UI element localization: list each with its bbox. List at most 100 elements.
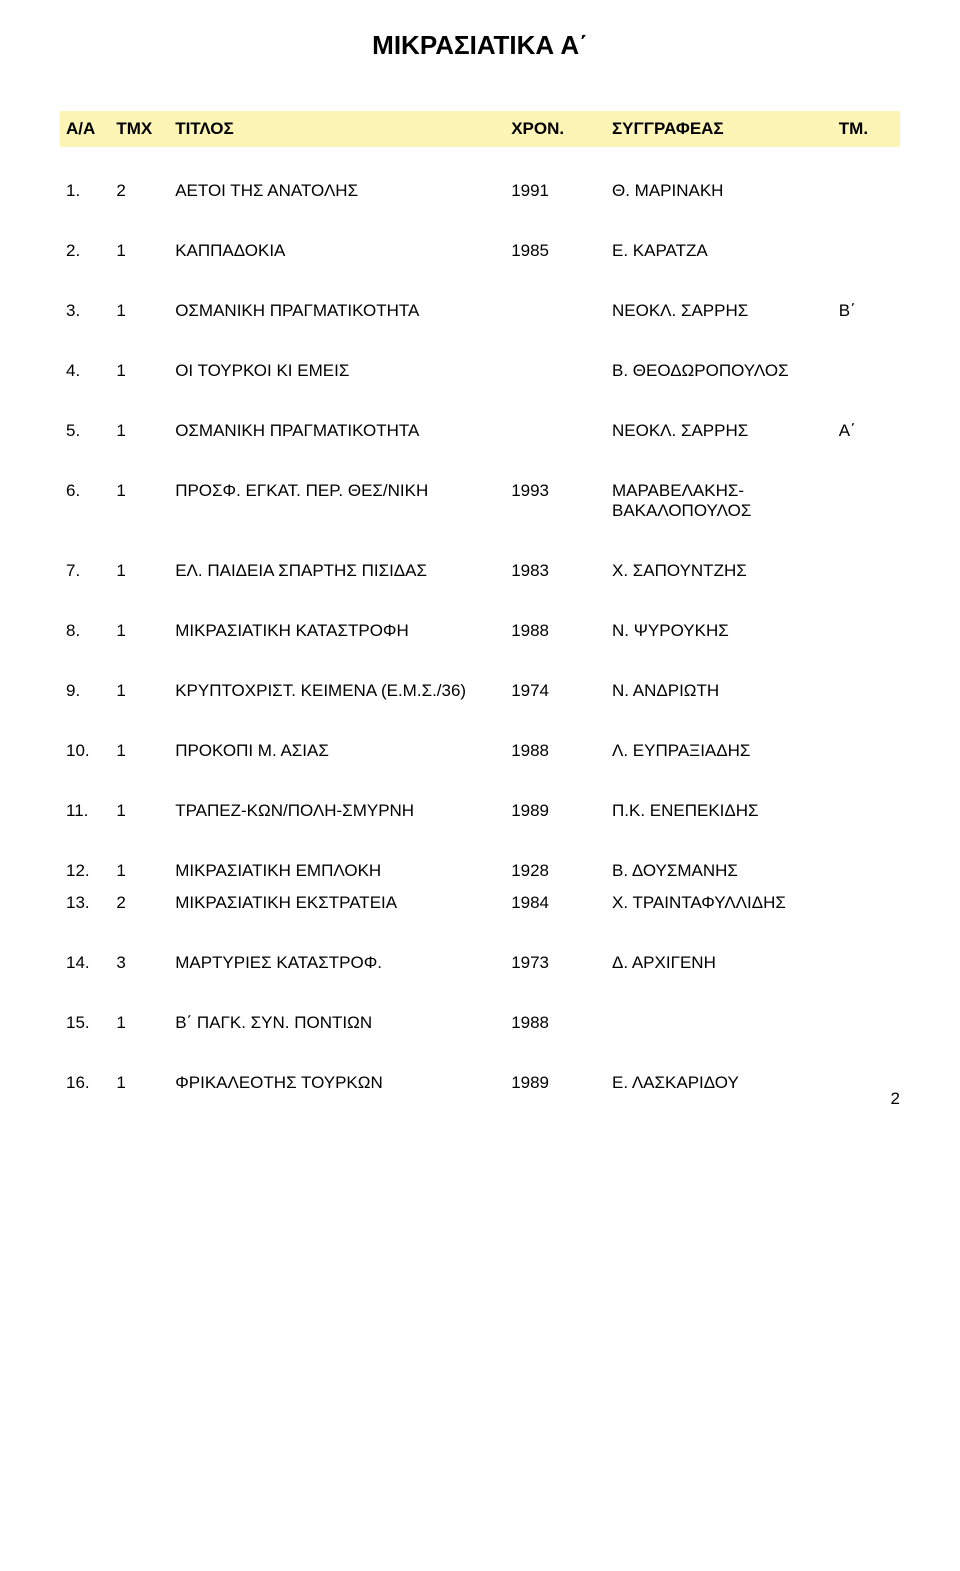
cell-titlos: ΕΛ. ΠΑΙΔΕΙΑ ΣΠΑΡΤΗΣ ΠΙΣΙΔΑΣ	[169, 555, 505, 587]
table-row: 5.1ΟΣΜΑΝΙΚΗ ΠΡΑΓΜΑΤΙΚΟΤΗΤΑΝΕΟΚΛ. ΣΑΡΡΗΣΑ…	[60, 415, 900, 447]
cell-aa: 4.	[60, 355, 110, 387]
cell-titlos: ΚΑΠΠΑΔΟΚΙΑ	[169, 235, 505, 267]
cell-titlos: ΠΡΟΣΦ. ΕΓΚΑΤ. ΠΕΡ. ΘΕΣ/ΝΙΚΗ	[169, 475, 505, 527]
cell-tmx: 1	[110, 555, 169, 587]
cell-author: ΜΑΡΑΒΕΛΑΚΗΣ-ΒΑΚΑΛΟΠΟΥΛΟΣ	[606, 475, 833, 527]
col-header-xron: ΧΡΟΝ.	[505, 111, 606, 147]
table-body: 1.2ΑΕΤΟΙ ΤΗΣ ΑΝΑΤΟΛΗΣ1991Θ. ΜΑΡΙΝΑΚΗ 2.1Κ…	[60, 147, 900, 1099]
col-header-titlos: ΤΙΤΛΟΣ	[169, 111, 505, 147]
col-header-author: ΣΥΓΓΡΑΦΕΑΣ	[606, 111, 833, 147]
cell-author: Λ. ΕΥΠΡΑΞΙΑΔΗΣ	[606, 735, 833, 767]
table-row: 1.2ΑΕΤΟΙ ΤΗΣ ΑΝΑΤΟΛΗΣ1991Θ. ΜΑΡΙΝΑΚΗ	[60, 175, 900, 207]
cell-tm	[833, 855, 900, 887]
cell-titlos: ΚΡΥΠΤΟΧΡΙΣΤ. ΚΕΙΜΕΝΑ (Ε.Μ.Σ./36)	[169, 675, 505, 707]
cell-tmx: 1	[110, 795, 169, 827]
cell-xron: 1989	[505, 795, 606, 827]
cell-tm	[833, 235, 900, 267]
cell-tm	[833, 675, 900, 707]
cell-tm	[833, 555, 900, 587]
cell-aa: 12.	[60, 855, 110, 887]
cell-aa: 6.	[60, 475, 110, 527]
cell-tm: Α΄	[833, 415, 900, 447]
table-spacer	[60, 207, 900, 235]
cell-titlos: ΤΡΑΠΕΖ-ΚΩΝ/ΠΟΛΗ-ΣΜΥΡΝΗ	[169, 795, 505, 827]
cell-tmx: 1	[110, 355, 169, 387]
cell-tmx: 1	[110, 855, 169, 887]
table-row: 11.1ΤΡΑΠΕΖ-ΚΩΝ/ΠΟΛΗ-ΣΜΥΡΝΗ1989Π.Κ. ΕΝΕΠΕ…	[60, 795, 900, 827]
cell-aa: 5.	[60, 415, 110, 447]
page-number: 2	[891, 1089, 900, 1109]
table-row: 14.3ΜΑΡΤΥΡΙΕΣ ΚΑΤΑΣΤΡΟΦ.1973Δ. ΑΡΧΙΓΕΝΗ	[60, 947, 900, 979]
cell-titlos: ΠΡΟΚΟΠΙ Μ. ΑΣΙΑΣ	[169, 735, 505, 767]
cell-author: Χ. ΣΑΠΟΥΝΤΖΗΣ	[606, 555, 833, 587]
cell-author: Δ. ΑΡΧΙΓΕΝΗ	[606, 947, 833, 979]
cell-tm	[833, 735, 900, 767]
col-header-tmx: ΤΜΧ	[110, 111, 169, 147]
cell-tmx: 1	[110, 615, 169, 647]
cell-aa: 14.	[60, 947, 110, 979]
cell-author: Θ. ΜΑΡΙΝΑΚΗ	[606, 175, 833, 207]
cell-tm	[833, 795, 900, 827]
cell-author: Ν. ΨΥΡΟΥΚΗΣ	[606, 615, 833, 647]
cell-aa: 9.	[60, 675, 110, 707]
cell-aa: 7.	[60, 555, 110, 587]
cell-titlos: ΦΡΙΚΑΛΕΟΤΗΣ ΤΟΥΡΚΩΝ	[169, 1067, 505, 1099]
table-row: 8.1ΜΙΚΡΑΣΙΑΤΙΚΗ ΚΑΤΑΣΤΡΟΦΗ1988Ν. ΨΥΡΟΥΚΗ…	[60, 615, 900, 647]
table-row: 2.1ΚΑΠΠΑΔΟΚΙΑ1985Ε. ΚΑΡΑΤΖΑ	[60, 235, 900, 267]
cell-xron	[505, 415, 606, 447]
cell-titlos: ΟΣΜΑΝΙΚΗ ΠΡΑΓΜΑΤΙΚΟΤΗΤΑ	[169, 295, 505, 327]
table-spacer	[60, 147, 900, 175]
cell-author: Π.Κ. ΕΝΕΠΕΚΙΔΗΣ	[606, 795, 833, 827]
cell-tm	[833, 947, 900, 979]
cell-author: Β. ΘΕΟΔΩΡΟΠΟΥΛΟΣ	[606, 355, 833, 387]
cell-tmx: 1	[110, 675, 169, 707]
cell-titlos: ΟΙ ΤΟΥΡΚΟΙ ΚΙ ΕΜΕΙΣ	[169, 355, 505, 387]
table-spacer	[60, 707, 900, 735]
table-spacer	[60, 919, 900, 947]
table-spacer	[60, 447, 900, 475]
cell-tm	[833, 175, 900, 207]
table-row: 16.1ΦΡΙΚΑΛΕΟΤΗΣ ΤΟΥΡΚΩΝ1989Ε. ΛΑΣΚΑΡΙΔΟΥ	[60, 1067, 900, 1099]
cell-author: Χ. ΤΡΑΙΝΤΑΦΥΛΛΙΔΗΣ	[606, 887, 833, 919]
cell-xron: 1985	[505, 235, 606, 267]
table-header-row: Α/Α ΤΜΧ ΤΙΤΛΟΣ ΧΡΟΝ. ΣΥΓΓΡΑΦΕΑΣ ΤΜ.	[60, 111, 900, 147]
cell-tm	[833, 475, 900, 527]
col-header-aa: Α/Α	[60, 111, 110, 147]
table-spacer	[60, 827, 900, 855]
cell-titlos: ΜΙΚΡΑΣΙΑΤΙΚΗ ΕΚΣΤΡΑΤΕΙΑ	[169, 887, 505, 919]
cell-xron: 1973	[505, 947, 606, 979]
cell-tmx: 2	[110, 175, 169, 207]
catalog-table: Α/Α ΤΜΧ ΤΙΤΛΟΣ ΧΡΟΝ. ΣΥΓΓΡΑΦΕΑΣ ΤΜ. 1.2Α…	[60, 111, 900, 1099]
cell-xron: 1988	[505, 735, 606, 767]
cell-author: ΝΕΟΚΛ. ΣΑΡΡΗΣ	[606, 415, 833, 447]
cell-tmx: 2	[110, 887, 169, 919]
table-spacer	[60, 647, 900, 675]
cell-tmx: 1	[110, 415, 169, 447]
cell-tm	[833, 355, 900, 387]
table-spacer	[60, 587, 900, 615]
cell-xron: 1988	[505, 1007, 606, 1039]
table-spacer	[60, 387, 900, 415]
cell-xron	[505, 355, 606, 387]
table-row: 6.1ΠΡΟΣΦ. ΕΓΚΑΤ. ΠΕΡ. ΘΕΣ/ΝΙΚΗ1993ΜΑΡΑΒΕ…	[60, 475, 900, 527]
cell-aa: 11.	[60, 795, 110, 827]
table-row: 4.1ΟΙ ΤΟΥΡΚΟΙ ΚΙ ΕΜΕΙΣ Β. ΘΕΟΔΩΡΟΠΟΥΛΟΣ	[60, 355, 900, 387]
cell-tm	[833, 1007, 900, 1039]
table-spacer	[60, 1039, 900, 1067]
cell-tmx: 1	[110, 735, 169, 767]
cell-xron: 1991	[505, 175, 606, 207]
cell-author: ΝΕΟΚΛ. ΣΑΡΡΗΣ	[606, 295, 833, 327]
table-row: 13.2ΜΙΚΡΑΣΙΑΤΙΚΗ ΕΚΣΤΡΑΤΕΙΑ1984Χ. ΤΡΑΙΝΤ…	[60, 887, 900, 919]
cell-titlos: ΜΙΚΡΑΣΙΑΤΙΚΗ ΚΑΤΑΣΤΡΟΦΗ	[169, 615, 505, 647]
cell-tmx: 1	[110, 475, 169, 527]
cell-aa: 8.	[60, 615, 110, 647]
cell-tm	[833, 887, 900, 919]
cell-xron: 1993	[505, 475, 606, 527]
table-spacer	[60, 327, 900, 355]
cell-tmx: 3	[110, 947, 169, 979]
table-spacer	[60, 527, 900, 555]
cell-titlos: ΜΑΡΤΥΡΙΕΣ ΚΑΤΑΣΤΡΟΦ.	[169, 947, 505, 979]
cell-aa: 16.	[60, 1067, 110, 1099]
cell-titlos: ΜΙΚΡΑΣΙΑΤΙΚΗ ΕΜΠΛΟΚΗ	[169, 855, 505, 887]
cell-titlos: Β΄ ΠΑΓΚ. ΣΥΝ. ΠΟΝΤΙΩΝ	[169, 1007, 505, 1039]
